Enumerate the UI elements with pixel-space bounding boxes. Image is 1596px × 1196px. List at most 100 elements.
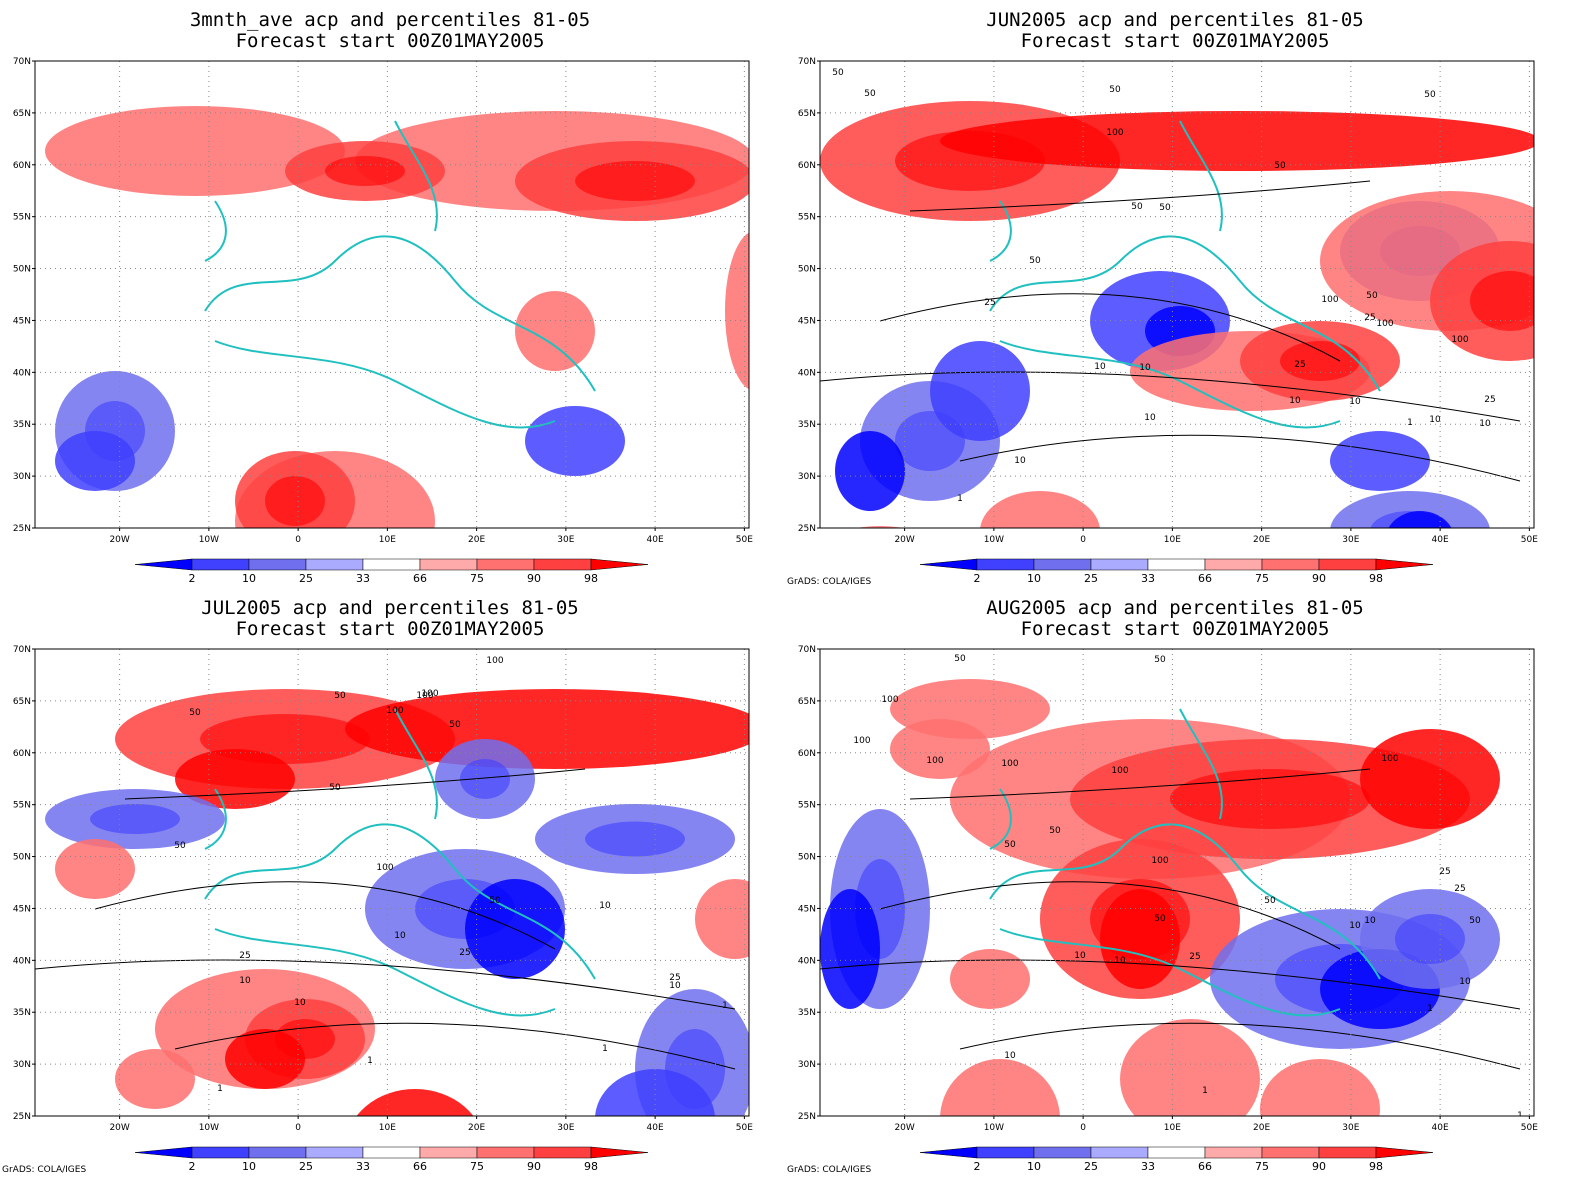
colorbar-label: 33 — [1141, 1160, 1155, 1173]
contour-label: 10 — [294, 998, 306, 1008]
lon-tick-label: 40E — [1432, 1123, 1449, 1133]
lat-tick-label: 55N — [798, 801, 816, 811]
colorbar-label: 90 — [527, 572, 541, 585]
anomaly-region — [695, 879, 749, 959]
contour-label: 100 — [386, 706, 403, 716]
map-plot: 50 50100100100100100100505010025255050101… — [798, 645, 1538, 1173]
contour-label: 50 — [1154, 914, 1166, 924]
map-panel-jun2005: JUN2005 acp and percentiles 81-05 Foreca… — [785, 0, 1565, 596]
contour-label: 100 — [486, 656, 503, 666]
colorbar-segment — [305, 558, 364, 571]
contour-label: 1 — [1517, 1111, 1523, 1121]
contour-label: 10 — [599, 901, 611, 911]
lon-tick-label: 10W — [984, 1123, 1004, 1133]
colorbar-lower-arrow — [134, 558, 193, 571]
contour-label: 25 — [1454, 884, 1465, 894]
colorbar-segment — [305, 1146, 364, 1159]
anomaly-region — [1100, 889, 1180, 989]
colorbar-label: 66 — [413, 1160, 427, 1173]
lat-tick-label: 60N — [798, 161, 816, 171]
colorbar-segment — [1261, 1146, 1320, 1159]
anomaly-region — [345, 689, 749, 769]
colorbar-label: 98 — [1369, 572, 1383, 585]
contour-label: 50 — [1469, 916, 1481, 926]
contour-label: 25 — [1439, 867, 1450, 877]
lat-tick-label: 30N — [13, 1060, 31, 1070]
contour-label: 10 — [1014, 456, 1026, 466]
lat-tick-label: 55N — [13, 213, 31, 223]
lat-tick-label: 30N — [798, 472, 816, 482]
contour-label: 10 — [1349, 397, 1361, 407]
lat-tick-label: 65N — [13, 109, 31, 119]
lat-tick-label: 40N — [798, 368, 816, 378]
colorbar-upper-arrow — [1375, 1146, 1434, 1159]
plot-frame — [34, 60, 750, 529]
colorbar-label: 25 — [1084, 572, 1098, 585]
colorbar-segment — [362, 558, 421, 571]
title-line-2: Forecast start 00Z01MAY2005 — [1020, 30, 1330, 52]
contour-label: 10 — [1074, 951, 1086, 961]
anomaly-region — [595, 1069, 715, 1116]
colorbar-upper-arrow — [590, 1146, 649, 1159]
colorbar-label: 75 — [1255, 572, 1269, 585]
colorbar-segment — [1033, 558, 1092, 571]
contour-label: 50 — [1131, 202, 1143, 212]
lat-tick-label: 40N — [13, 956, 31, 966]
colorbar-label: 75 — [1255, 1160, 1269, 1173]
grads-credit: GrADS: COLA/IGES — [787, 1165, 872, 1175]
colorbar-segment — [533, 558, 592, 571]
colorbar-segment — [476, 558, 535, 571]
contour-label: 50 — [334, 691, 346, 701]
lat-tick-label: 65N — [13, 697, 31, 707]
anomaly-region — [55, 431, 135, 491]
contour-label: 100 — [421, 689, 438, 699]
colorbar-label: 90 — [1312, 572, 1326, 585]
title-line-2: Forecast start 00Z01MAY2005 — [235, 618, 545, 640]
contour-label: 50 — [174, 841, 186, 851]
coastline — [989, 708, 1381, 1017]
colorbar-segment — [1033, 1146, 1092, 1159]
contour-line — [879, 293, 1341, 362]
lat-tick-label: 50N — [13, 265, 31, 275]
colorbar: 2 10 25 33 66 75 90 98 — [134, 558, 649, 585]
contour-label: 50 — [864, 89, 876, 99]
contour-line — [909, 180, 1371, 212]
anomaly-region — [820, 889, 880, 1009]
contour-label: 1 — [1202, 1086, 1208, 1096]
contour-label: 50 — [1109, 85, 1121, 95]
colorbar-label: 2 — [974, 1160, 981, 1173]
anomaly-region — [890, 679, 1050, 739]
contour-label: 100 — [1376, 319, 1393, 329]
map-panel-jul2005: JUL2005 acp and percentiles 81-05 Foreca… — [0, 588, 780, 1184]
lon-tick-label: 40E — [1432, 535, 1449, 545]
lat-tick-label: 30N — [798, 1060, 816, 1070]
colorbar-label: 10 — [242, 1160, 256, 1173]
lon-tick-label: 20W — [109, 535, 129, 545]
colorbar-label: 98 — [584, 572, 598, 585]
contour-label: 10 — [1429, 415, 1441, 425]
contour-label: 10 — [669, 981, 681, 991]
lon-tick-label: 0 — [1080, 535, 1086, 545]
contour-label: 100 — [766, 648, 780, 658]
map-panel-3month: 3mnth_ave acp and percentiles 81-05 Fore… — [0, 0, 780, 596]
map-plot: 70N 65N 60N 55N 50N 45N 40N 35N 30N 25N 20W 10W 0 10E… — [13, 57, 753, 585]
contour-label: 50 — [954, 654, 966, 664]
colorbar-segment — [362, 1146, 421, 1159]
lon-tick-label: 20W — [894, 535, 914, 545]
lat-tick-label: 40N — [798, 956, 816, 966]
colorbar-label: 98 — [584, 1160, 598, 1173]
colorbar-segment — [419, 558, 478, 571]
anomaly-region — [856, 526, 904, 528]
colorbar-label: 25 — [299, 572, 313, 585]
anomaly-region — [115, 1049, 195, 1109]
anomaly-region — [356, 1089, 474, 1116]
contour-label: 1 — [1407, 418, 1413, 428]
colorbar-label: 66 — [1198, 1160, 1212, 1173]
contour-line — [820, 371, 1521, 422]
contour-line — [124, 768, 586, 800]
contour-line — [35, 959, 736, 1010]
lon-tick-label: 10E — [379, 535, 396, 545]
lon-tick-label: 10W — [199, 1123, 219, 1133]
contour-label: 50 — [329, 783, 341, 793]
